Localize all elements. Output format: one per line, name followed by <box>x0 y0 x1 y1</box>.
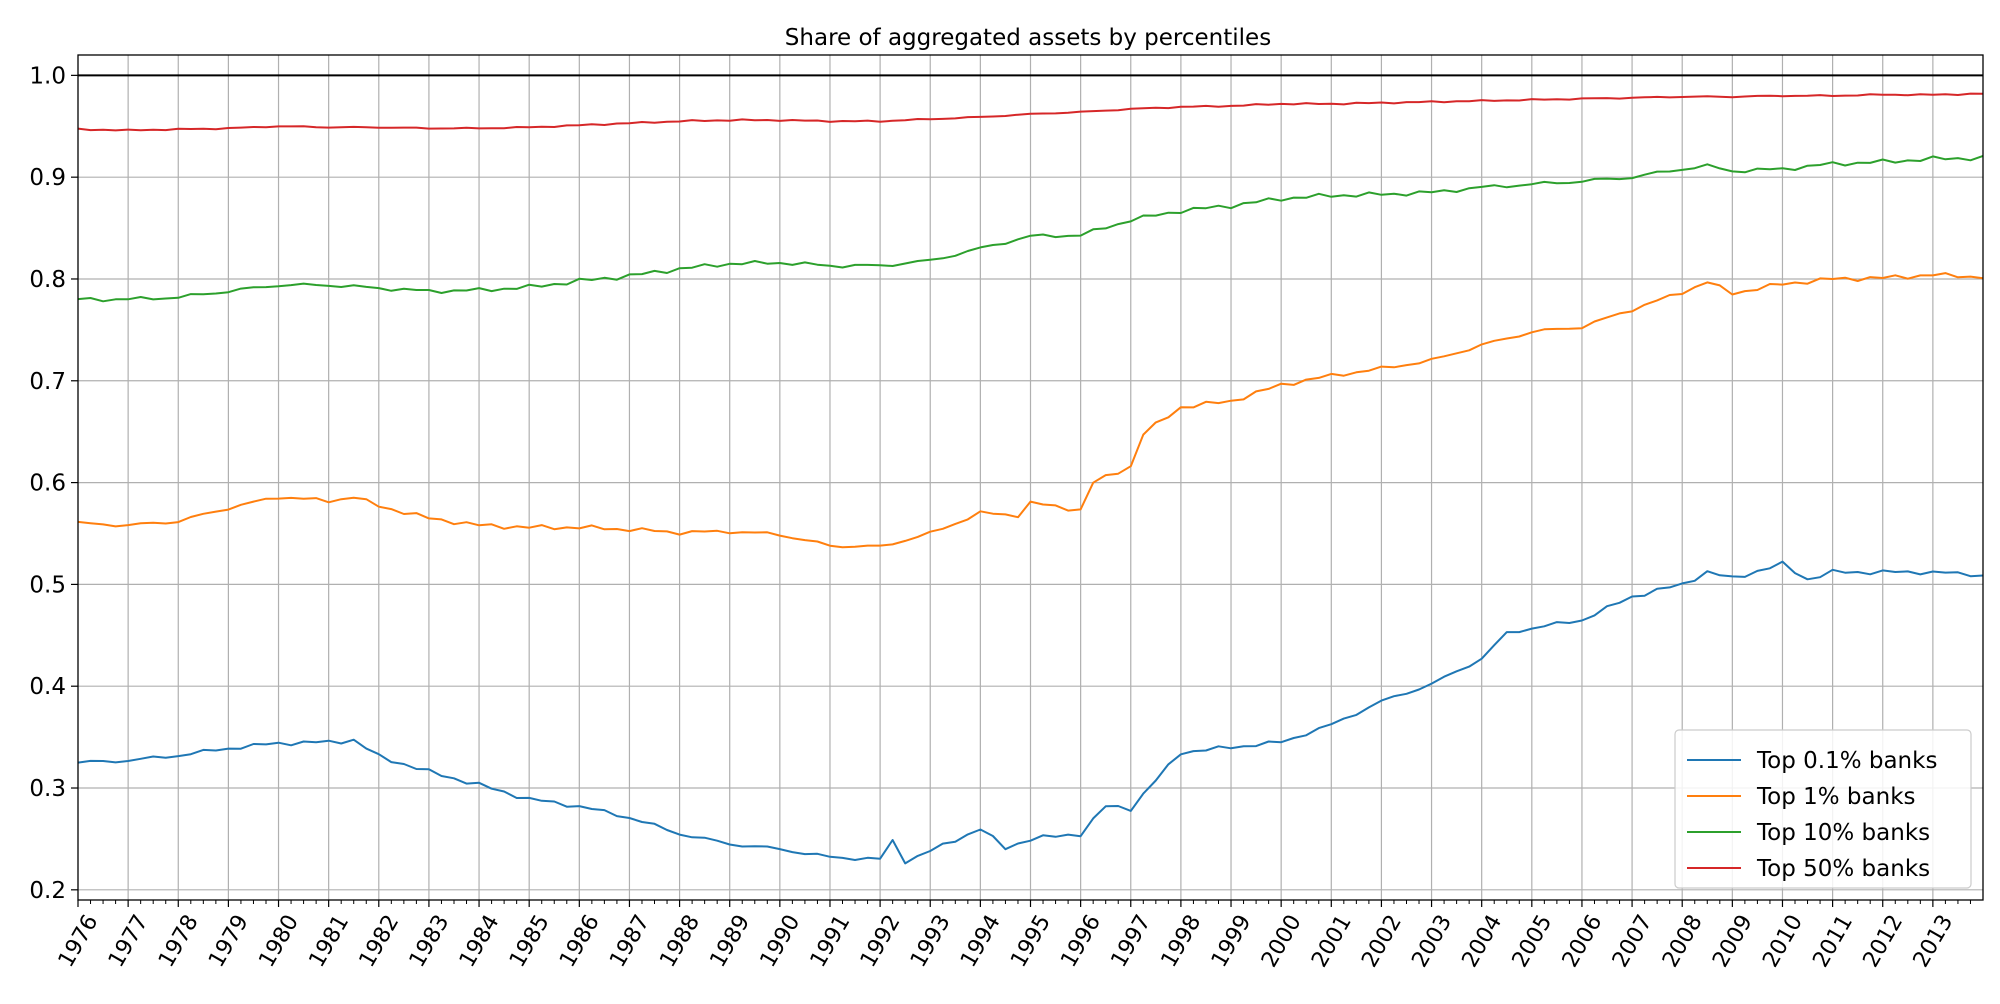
x-tick-label: 2008 <box>1658 911 1708 972</box>
y-tick-label: 0.5 <box>29 572 66 598</box>
series-layer <box>77 92 1984 865</box>
x-tick-label: 2004 <box>1458 911 1508 972</box>
y-axis: 0.2 0.3 0.4 0.5 0.6 0.7 0.8 0.9 1.0 <box>29 63 78 904</box>
chart-title: Share of aggregated assets by percentile… <box>785 25 1271 51</box>
x-tick-label: 1984 <box>455 911 505 972</box>
x-tick-label: 2009 <box>1708 911 1758 972</box>
y-tick-label: 0.8 <box>29 267 66 293</box>
x-tick-label: 1980 <box>254 911 304 972</box>
x-tick-label: 1999 <box>1207 911 1257 972</box>
x-tick-label: 1991 <box>806 911 856 972</box>
x-tick-label: 2010 <box>1758 911 1808 972</box>
x-tick-label: 1978 <box>154 911 204 972</box>
x-tick-label: 1997 <box>1107 911 1157 972</box>
y-tick-label: 0.7 <box>29 369 66 395</box>
x-tick-label: 1996 <box>1056 911 1106 972</box>
x-tick-label: 2003 <box>1407 911 1457 972</box>
x-tick-label: 2013 <box>1909 911 1959 972</box>
x-tick-label: 1979 <box>204 911 254 972</box>
y-tick-label: 0.3 <box>29 776 66 802</box>
x-tick-label: 1985 <box>505 911 555 972</box>
y-tick-label: 0.9 <box>29 165 66 191</box>
x-tick-label: 1990 <box>756 911 806 972</box>
y-tick-label: 1.0 <box>29 63 66 89</box>
x-tick-label: 2002 <box>1357 911 1407 972</box>
legend-label: Top 50% banks <box>1756 856 1930 882</box>
legend-box <box>1674 729 1972 889</box>
x-tick-label: 2001 <box>1307 911 1357 972</box>
x-tick-label: 1994 <box>956 911 1006 972</box>
x-tick-label: 2011 <box>1808 911 1858 972</box>
x-tick-label: 1987 <box>605 911 655 972</box>
x-tick-label: 1981 <box>304 911 354 972</box>
series-line <box>77 272 1984 549</box>
series-line <box>77 92 1984 132</box>
grid <box>78 55 1983 900</box>
legend: Top 0.1% banks Top 1% banks Top 10% banks T… <box>1674 729 1972 889</box>
legend-label: Top 0.1% banks <box>1756 748 1937 774</box>
y-tick-label: 0.6 <box>29 471 66 497</box>
x-tick-label: 1982 <box>355 911 405 972</box>
x-axis: 1976 1977 1978 1979 1980 1981 1982 1983 1984 1985… <box>54 900 1971 972</box>
x-tick-label: 1993 <box>906 911 956 972</box>
x-tick-label: 1989 <box>706 911 756 972</box>
x-tick-label: 1986 <box>555 911 605 972</box>
x-tick-label: 1998 <box>1157 911 1207 972</box>
x-tick-label: 1977 <box>104 911 154 972</box>
x-tick-label: 2005 <box>1508 911 1558 972</box>
x-tick-label: 2000 <box>1257 911 1307 972</box>
x-tick-label: 1983 <box>405 911 455 972</box>
series-line <box>77 560 1984 865</box>
x-tick-label: 2012 <box>1859 911 1909 972</box>
legend-label: Top 10% banks <box>1756 820 1930 846</box>
x-tick-label: 1976 <box>54 911 104 972</box>
x-tick-label: 1988 <box>655 911 705 972</box>
y-tick-label: 0.2 <box>29 878 66 904</box>
x-tick-label: 1992 <box>856 911 906 972</box>
x-tick-label: 2007 <box>1608 911 1658 972</box>
x-tick-label: 2006 <box>1558 911 1608 972</box>
y-tick-label: 0.4 <box>29 674 66 700</box>
series-line <box>77 154 1984 303</box>
x-tick-label: 1995 <box>1006 911 1056 972</box>
legend-label: Top 1% banks <box>1756 784 1916 810</box>
